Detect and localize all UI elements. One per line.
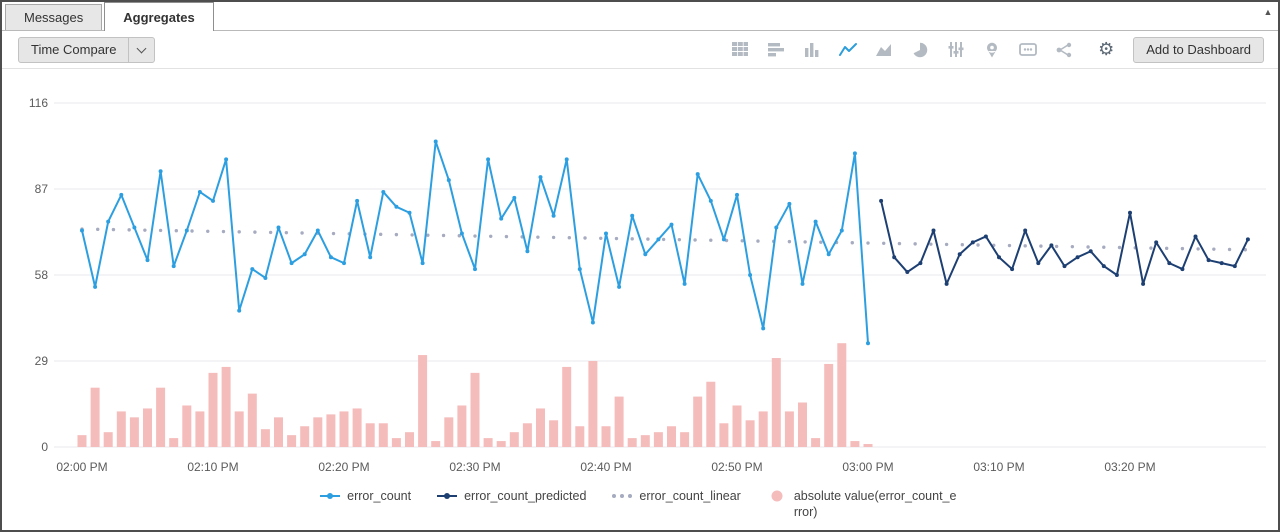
table-icon[interactable] (729, 39, 751, 61)
svg-text:02:20 PM: 02:20 PM (318, 460, 369, 474)
legend-marker-error-count-linear (612, 490, 633, 502)
svg-text:58: 58 (35, 268, 49, 282)
legend-item-error-count[interactable]: error_count (320, 488, 411, 504)
tab-aggregates[interactable]: Aggregates (104, 2, 214, 31)
svg-text:0: 0 (41, 440, 48, 454)
values-box-icon[interactable] (1017, 39, 1039, 61)
chart-type-icons (729, 39, 1075, 61)
svg-text:03:00 PM: 03:00 PM (842, 460, 893, 474)
column-chart-icon[interactable] (801, 39, 823, 61)
legend-marker-error-count (320, 490, 341, 502)
area-chart-icon[interactable] (873, 39, 895, 61)
svg-text:02:30 PM: 02:30 PM (449, 460, 500, 474)
pie-chart-icon[interactable] (909, 39, 931, 61)
svg-text:02:00 PM: 02:00 PM (56, 460, 107, 474)
legend-label-error-abs: absolute value(error_count_error) (793, 489, 957, 520)
svg-text:03:10 PM: 03:10 PM (973, 460, 1024, 474)
tab-bar: Messages Aggregates (2, 2, 1278, 31)
tab-messages[interactable]: Messages (5, 4, 103, 30)
gear-icon[interactable]: ⚙ (1098, 39, 1115, 59)
legend-item-error-abs[interactable]: absolute value(error_count_error) (767, 488, 960, 521)
svg-text:116: 116 (29, 96, 48, 110)
chart-legend: error_count error_count_predicted error_… (2, 486, 1278, 521)
legend-label-error-count-linear: error_count_linear (639, 489, 741, 503)
time-compare-button[interactable]: Time Compare (18, 36, 156, 63)
bar-chart-icon[interactable] (765, 39, 787, 61)
tab-aggregates-label: Aggregates (123, 9, 195, 25)
legend-item-error-count-linear[interactable]: error_count_linear (612, 488, 741, 504)
scroll-up-arrow[interactable]: ▲ (1263, 7, 1273, 17)
add-to-dashboard-label: Add to Dashboard (1146, 42, 1251, 57)
legend-label-error-count: error_count (347, 489, 412, 503)
legend-item-error-count-predicted[interactable]: error_count_predicted (437, 488, 586, 504)
svg-text:03:20 PM: 03:20 PM (1104, 460, 1155, 474)
legend-marker-error-count-predicted (437, 490, 458, 502)
svg-text:87: 87 (35, 182, 49, 196)
line-chart-icon[interactable] (837, 39, 859, 61)
flow-icon[interactable] (1053, 39, 1075, 61)
svg-text:02:40 PM: 02:40 PM (580, 460, 631, 474)
legend-marker-error-abs (767, 490, 787, 502)
sliders-icon[interactable] (945, 39, 967, 61)
legend-label-error-count-predicted: error_count_predicted (464, 489, 587, 503)
svg-text:02:50 PM: 02:50 PM (711, 460, 762, 474)
tab-messages-label: Messages (24, 10, 84, 25)
chevron-down-icon (137, 43, 147, 53)
time-compare-caret[interactable] (128, 37, 154, 62)
map-pin-icon[interactable] (981, 39, 1003, 61)
chart-canvas[interactable]: 0 29 58 87 116 02:00 PM 02:10 PM 02:20 PM 02:30 … (2, 69, 1278, 481)
add-to-dashboard-button[interactable]: Add to Dashboard (1133, 36, 1264, 63)
svg-text:02:10 PM: 02:10 PM (187, 460, 238, 474)
toolbar: Time Compare (2, 31, 1278, 69)
chart-plot-area[interactable]: 0 29 58 87 116 02:00 PM 02:10 PM 02:20 PM 02:30 … (2, 69, 1278, 486)
svg-text:29: 29 (35, 354, 49, 368)
time-compare-label: Time Compare (31, 42, 117, 57)
